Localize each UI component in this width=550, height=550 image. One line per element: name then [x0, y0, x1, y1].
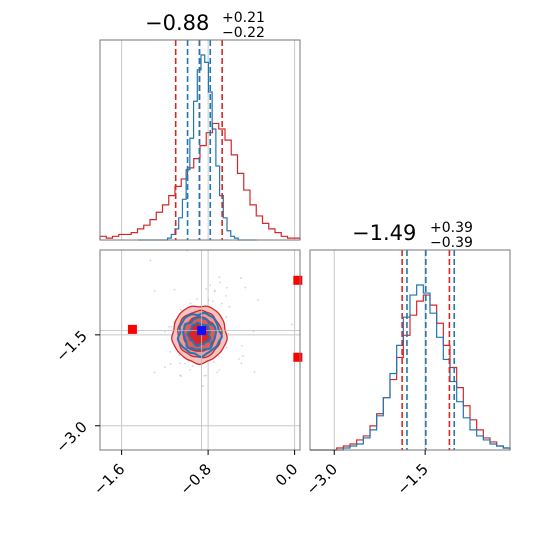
title-param2-minus: −0.39	[430, 235, 473, 251]
sample-point	[240, 362, 243, 365]
sample-point	[205, 288, 208, 290]
title-param2-plus: +0.39	[430, 220, 473, 236]
histogram-red-param2	[310, 294, 511, 451]
sample-point	[169, 363, 172, 366]
sample-point	[228, 305, 231, 308]
sample-point	[227, 332, 230, 335]
histogram-blue-param1	[137, 54, 257, 241]
sample-point	[169, 350, 172, 353]
sample-point	[291, 323, 293, 326]
sample-point	[225, 316, 228, 319]
panel-frame	[99, 249, 301, 451]
marginal-param2-panel: −3.0 −1.5	[303, 249, 511, 499]
sample-point	[179, 374, 182, 377]
sample-point	[257, 299, 259, 302]
sample-point	[217, 354, 220, 357]
sample-point	[226, 346, 228, 349]
sample-point	[203, 374, 206, 377]
panel-frame	[309, 249, 511, 451]
sample-point	[149, 259, 152, 262]
sample-point	[163, 330, 166, 333]
sample-point	[213, 289, 216, 292]
panel-frame	[99, 39, 301, 241]
sample-point	[196, 298, 198, 301]
marker-blue	[197, 326, 207, 336]
sample-point	[207, 299, 210, 301]
sample-point	[179, 362, 182, 365]
sample-point	[191, 365, 194, 368]
density-blue-level-2	[186, 321, 212, 347]
title-param1-plus: +0.21	[222, 10, 265, 26]
sample-point	[240, 277, 242, 279]
sample-point	[153, 290, 156, 292]
sample-point	[179, 309, 182, 311]
sample-point	[216, 371, 219, 374]
marginal-param1-panel	[99, 39, 301, 241]
sample-point	[218, 276, 221, 279]
title-param1-main: −0.88	[145, 11, 209, 35]
panel-background	[310, 250, 510, 450]
density-blue-level-1	[182, 316, 218, 351]
joint-content	[100, 250, 300, 450]
sample-point	[163, 366, 166, 369]
sample-point	[201, 385, 204, 387]
title-param1-minus: −0.22	[222, 25, 265, 41]
sample-point	[213, 290, 216, 293]
density-blue-level-0	[176, 311, 223, 358]
sample-point	[238, 358, 240, 360]
sample-point	[218, 281, 221, 284]
sample-point	[180, 375, 183, 377]
sample-point	[178, 354, 181, 357]
sample-point	[168, 325, 170, 328]
title-param1: −0.88 +0.21 −0.22	[145, 10, 265, 41]
title-param2-main: −1.49	[352, 221, 416, 245]
tick-label-x-param2-0: −3.0	[303, 460, 341, 498]
marker-red-0	[127, 324, 137, 334]
tick-label-x-param1-0: −1.6	[90, 460, 128, 498]
tick-label-x-param1-2: 0.0	[272, 460, 302, 490]
sample-point	[244, 286, 247, 289]
sample-point	[189, 368, 191, 371]
sample-point	[153, 371, 156, 374]
tick-label-x-param2-1: −1.5	[393, 460, 431, 498]
marker-red-2	[293, 352, 303, 362]
sample-point	[209, 284, 212, 287]
tick-label-y-param2-0: −3.0	[52, 418, 90, 456]
sample-point	[221, 302, 223, 305]
sample-point	[211, 300, 214, 303]
sample-point	[205, 374, 207, 377]
sample-point	[170, 325, 173, 328]
sample-point	[173, 288, 176, 291]
tick-label-y-param2-1: −1.5	[52, 327, 90, 365]
sample-point	[226, 286, 228, 289]
sample-point	[241, 355, 244, 358]
sample-point	[184, 362, 186, 365]
sample-point	[225, 295, 227, 297]
sample-point	[241, 344, 243, 347]
joint-panel: −1.6 −0.8 0.0 −3.0 −1.5	[52, 249, 303, 499]
marker-red-1	[293, 275, 303, 285]
histogram-blue-param2	[310, 284, 511, 451]
sample-point	[253, 371, 256, 374]
sample-point	[213, 361, 216, 364]
title-param2: −1.49 +0.39 −0.39	[352, 220, 473, 251]
tick-label-x-param1-1: −0.8	[176, 460, 214, 498]
sample-point	[218, 369, 221, 371]
sample-point	[189, 302, 192, 305]
